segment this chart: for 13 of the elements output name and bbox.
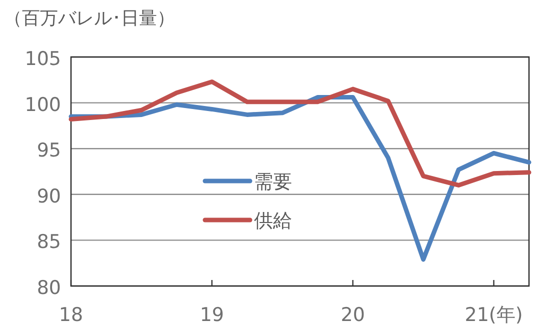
x-tick-label: 20 [340,304,365,326]
y-tick-label: 100 [24,94,61,116]
legend-label: 需要 [254,171,292,193]
y-tick-label: 95 [36,140,61,162]
x-tick-label: 18 [58,304,84,326]
y-axis-title: （百万バレル･日量） [4,8,175,29]
x-tick-label: 21(年) [464,304,523,326]
y-tick-label: 90 [36,185,61,208]
y-tick-label: 85 [36,231,61,254]
y-tick-label: 105 [24,48,61,70]
legend-label: 供給 [254,210,292,232]
y-tick-label: 80 [36,277,61,299]
x-tick-label: 19 [200,304,224,326]
